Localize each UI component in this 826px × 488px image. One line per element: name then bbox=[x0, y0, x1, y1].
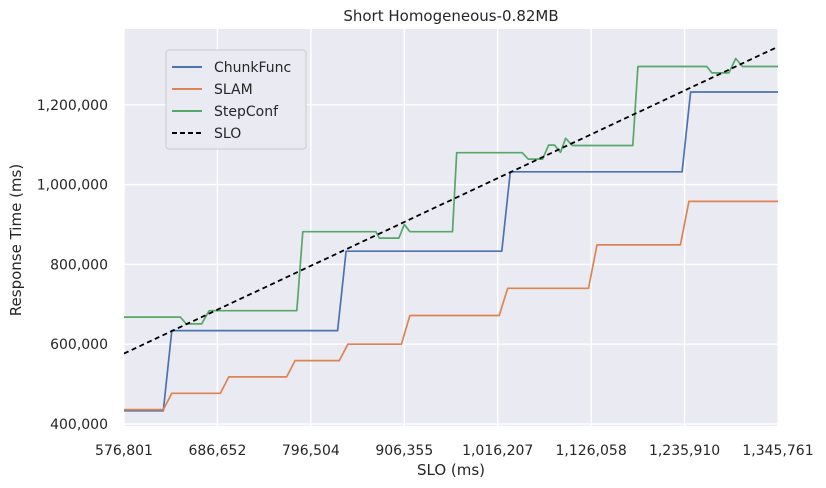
legend-label-chunkfunc: ChunkFunc bbox=[214, 60, 291, 76]
y-tick-label: 1,200,000 bbox=[37, 98, 108, 114]
series-line-slam bbox=[124, 200, 778, 411]
x-tick-label: 1,235,910 bbox=[649, 443, 720, 459]
series-line-chunkfunc bbox=[124, 91, 778, 412]
x-tick-label: 796,504 bbox=[282, 443, 340, 459]
legend-label-slam: SLAM bbox=[214, 82, 253, 98]
x-tick-labels: 576,801 686,652 796,504 906,355 1,016,207 1,1… bbox=[95, 443, 814, 459]
legend-box bbox=[165, 49, 307, 150]
y-tick-label: 800,000 bbox=[50, 257, 108, 273]
legend-item-slam: SLAM bbox=[172, 82, 253, 98]
y-axis-label: Response Time (ms) bbox=[7, 164, 25, 316]
chart-title: Short Homogeneous-0.82MB bbox=[343, 7, 558, 25]
x-tick-label: 1,345,761 bbox=[742, 443, 813, 459]
series-layer bbox=[124, 45, 778, 412]
legend: ChunkFunc SLAM StepConf SLO bbox=[165, 49, 307, 150]
y-tick-labels: 400,000 600,000 800,000 1,000,000 1,200,000 bbox=[37, 98, 108, 433]
x-tick-label: 686,652 bbox=[188, 443, 246, 459]
series-line-slo bbox=[124, 45, 778, 355]
series-line-stepconf bbox=[124, 57, 778, 325]
y-tick-label: 400,000 bbox=[50, 417, 108, 433]
x-tick-label: 1,126,058 bbox=[556, 443, 627, 459]
gridlines bbox=[123, 29, 779, 426]
x-tick-label: 1,016,207 bbox=[462, 443, 533, 459]
legend-item-slo: SLO bbox=[172, 126, 241, 142]
legend-item-stepconf: StepConf bbox=[172, 104, 279, 120]
x-tick-label: 906,355 bbox=[375, 443, 433, 459]
x-axis-label: SLO (ms) bbox=[417, 461, 485, 479]
legend-label-stepconf: StepConf bbox=[214, 104, 279, 120]
legend-item-chunkfunc: ChunkFunc bbox=[172, 60, 291, 76]
y-tick-label: 1,000,000 bbox=[37, 178, 108, 194]
y-tick-label: 600,000 bbox=[50, 337, 108, 353]
legend-label-slo: SLO bbox=[214, 126, 241, 142]
x-tick-label: 576,801 bbox=[95, 443, 153, 459]
